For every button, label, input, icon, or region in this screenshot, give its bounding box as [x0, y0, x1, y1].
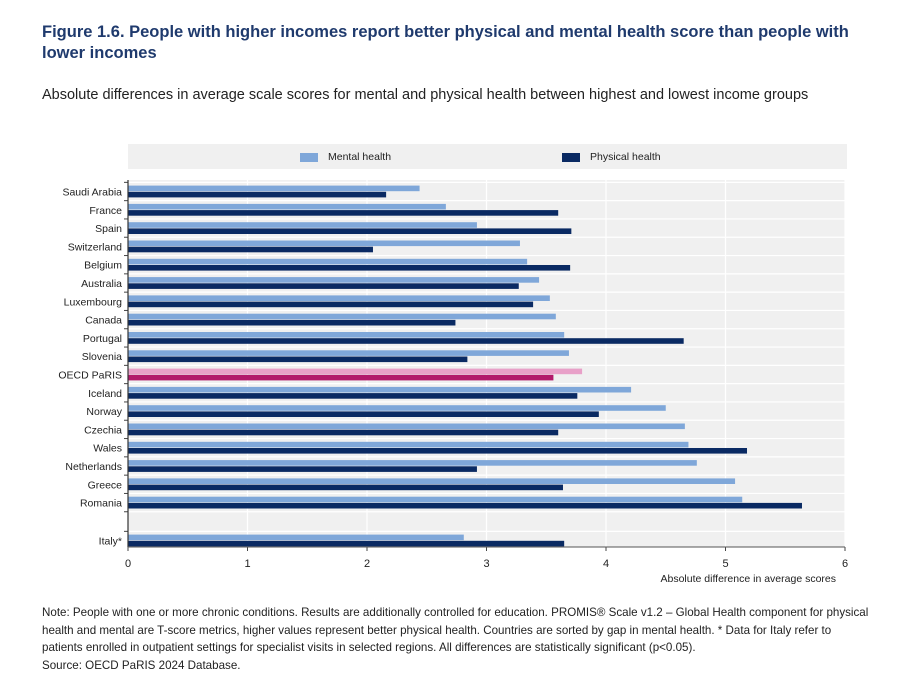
bar-mental [128, 350, 569, 356]
bar-mental [128, 222, 477, 228]
bar-mental [128, 277, 540, 283]
legend: Mental health Physical health [128, 144, 847, 169]
bar-mental [128, 423, 685, 430]
x-tick-label: 4 [603, 558, 609, 570]
category-label: OECD PaRIS [58, 370, 122, 382]
bar-physical [128, 502, 802, 509]
bar-physical [128, 228, 572, 234]
bar-physical [128, 429, 559, 436]
bar-chart: 0 1 2 3 4 5 6 Saudi Arabia France Spain Switzerlan… [58, 180, 848, 585]
bar-physical [128, 540, 565, 547]
category-label: Australia [81, 278, 122, 290]
legend-label-physical: Physical health [590, 151, 661, 163]
category-label: Luxembourg [64, 296, 123, 308]
bar-mental [128, 405, 666, 411]
legend-swatch-mental [300, 152, 318, 162]
category-label: Greece [88, 479, 123, 491]
category-label: Belgium [84, 260, 122, 272]
bar-mental [128, 203, 446, 210]
category-label: Czechia [84, 424, 122, 436]
bar-physical [128, 484, 563, 491]
bar-physical [128, 374, 554, 381]
category-label: Romania [80, 498, 122, 510]
bar-mental [128, 441, 689, 448]
x-tick-label: 2 [364, 558, 370, 570]
bar-physical [128, 210, 559, 216]
bar-mental [128, 313, 556, 320]
x-tick-label: 5 [722, 558, 728, 570]
category-label: Norway [86, 406, 122, 418]
x-tick-label: 6 [842, 558, 848, 570]
category-label: Italy* [99, 536, 122, 548]
category-label: Spain [95, 223, 122, 235]
bar-physical [128, 265, 571, 271]
category-label: Iceland [88, 388, 122, 400]
bar-physical [128, 448, 748, 454]
x-tick-label: 0 [125, 558, 131, 570]
bar-physical [128, 301, 534, 308]
category-label: Saudi Arabia [62, 187, 122, 199]
legend-swatch-physical [562, 152, 580, 162]
figure-title: Figure 1.6. People with higher incomes r… [42, 23, 849, 62]
bar-mental [128, 185, 420, 192]
bar-physical [128, 411, 599, 417]
bar-mental [128, 258, 528, 265]
note-text: Note: People with one or more chronic co… [42, 606, 869, 654]
category-label: Portugal [83, 333, 122, 345]
bar-mental [128, 478, 736, 484]
category-label: Canada [85, 315, 122, 327]
x-tick-label: 3 [483, 558, 489, 570]
bar-physical [128, 191, 387, 198]
bar-mental [128, 460, 697, 466]
bar-mental [128, 386, 632, 393]
category-label: Netherlands [65, 461, 122, 473]
footnote: Note: People with one or more chronic co… [42, 604, 872, 674]
legend-label-mental: Mental health [328, 151, 392, 163]
x-axis-label: Absolute difference in average scores [661, 573, 837, 585]
legend-item-mental: Mental health [300, 151, 391, 163]
bar-physical [128, 319, 456, 326]
category-label: Slovenia [82, 351, 122, 363]
figure-subtitle: Absolute differences in average scale sc… [42, 87, 809, 103]
bar-mental [128, 332, 565, 338]
bar-mental [128, 534, 464, 541]
bar-physical [128, 246, 373, 253]
category-label: Wales [93, 443, 122, 455]
bar-physical [128, 283, 519, 289]
x-tick-label: 1 [244, 558, 250, 570]
bar-mental [128, 368, 583, 375]
bar-mental [128, 496, 743, 503]
bar-physical [128, 393, 578, 399]
bar-mental [128, 240, 520, 247]
bar-physical [128, 356, 468, 363]
bar-physical [128, 338, 684, 344]
legend-item-physical: Physical health [562, 151, 661, 163]
category-label: France [89, 205, 122, 217]
bar-physical [128, 466, 477, 472]
source-text: Source: OECD PaRIS 2024 Database. [42, 658, 241, 672]
bar-mental [128, 295, 550, 301]
category-label: Switzerland [68, 241, 122, 253]
